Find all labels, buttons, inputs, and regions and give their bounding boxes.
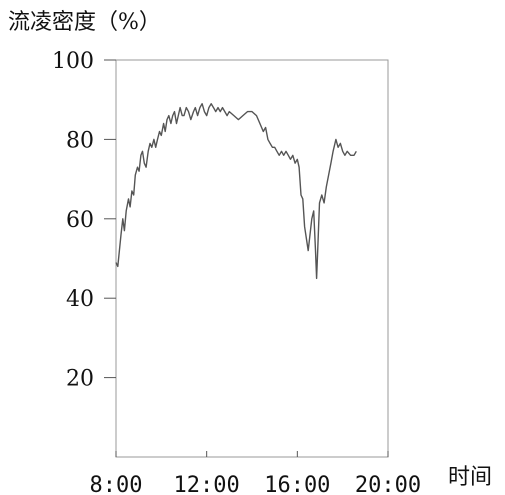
x-tick-label: 8:00 <box>90 473 143 495</box>
y-tick-label: 80 <box>66 128 94 153</box>
y-tick-label: 40 <box>66 287 94 312</box>
x-axis-label: 时间 <box>448 465 493 490</box>
x-tick-label: 20:00 <box>355 473 421 495</box>
x-axis: 8:00 12:00 16:00 20:00 <box>90 451 421 495</box>
series-layer <box>115 103 357 280</box>
y-tick-label: 100 <box>52 49 94 74</box>
plot-frame <box>115 59 389 458</box>
y-tick-label: 60 <box>66 208 94 233</box>
series-line <box>115 103 357 280</box>
x-tick-label: 12:00 <box>174 473 240 495</box>
y-axis-label: 流凌密度（%） <box>8 10 161 35</box>
y-axis: 20 40 60 80 100 <box>52 49 116 392</box>
y-tick-label: 20 <box>66 367 94 392</box>
x-tick-label: 16:00 <box>264 473 330 495</box>
